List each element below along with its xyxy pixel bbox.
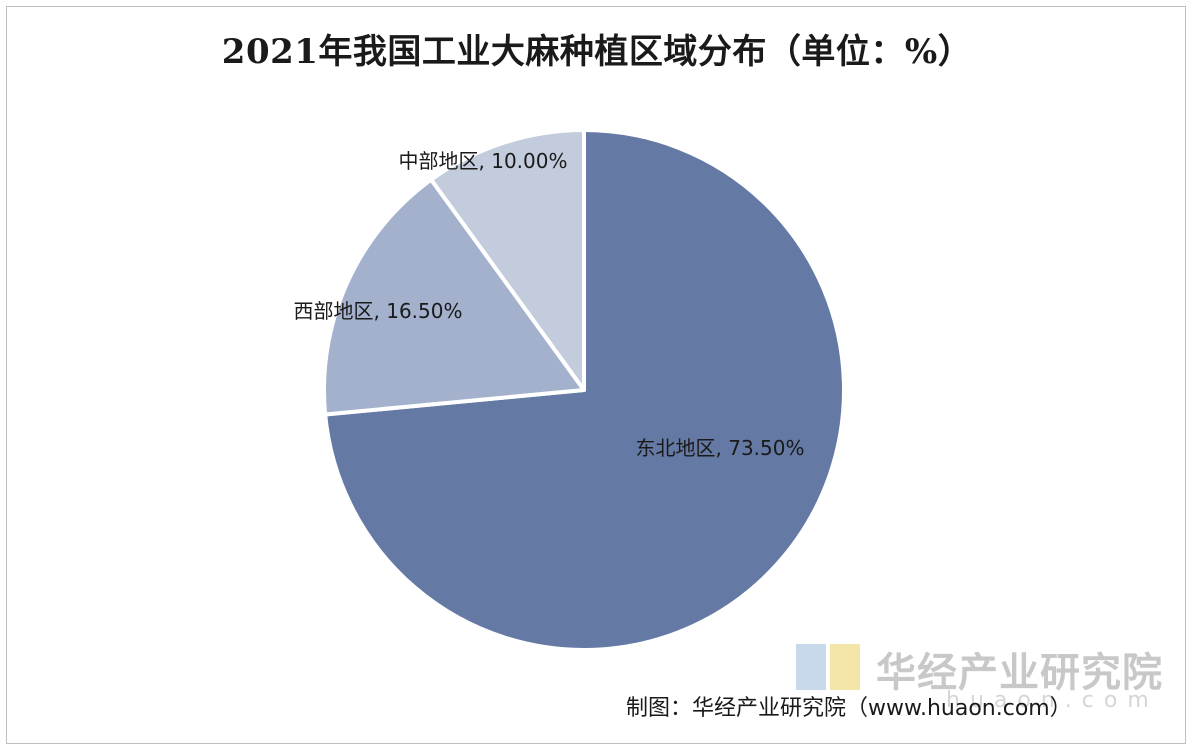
watermark-logo: 华经产业研究院 huaon.com xyxy=(796,640,1176,720)
pie-labels: 东北地区, 73.50% 西部地区, 16.50% 中部地区, 10.00% xyxy=(294,149,805,460)
slice-label-3: 中部地区, 10.00% xyxy=(399,149,568,173)
pie-slice-2 xyxy=(322,177,586,417)
watermark-url: huaon.com xyxy=(946,688,1159,713)
source-note: 制图：华经产业研究院（www.huaon.com） xyxy=(626,696,1072,721)
chart-title: 2021年我国工业大麻种植区域分布（单位：%） xyxy=(221,32,973,72)
slice-label-2: 西部地区, 16.50% xyxy=(294,299,463,323)
watermark-name: 华经产业研究院 xyxy=(876,650,1163,696)
logo-mark-icon xyxy=(796,644,860,690)
pie-slices xyxy=(322,128,846,652)
pie-slice-3 xyxy=(429,128,586,392)
slice-label-1: 东北地区, 73.50% xyxy=(636,436,805,460)
